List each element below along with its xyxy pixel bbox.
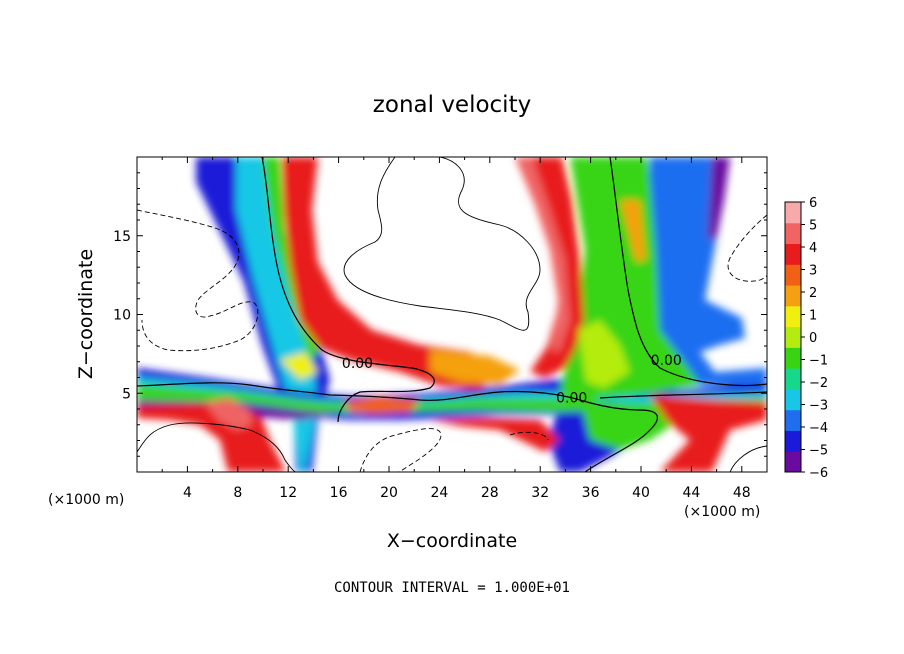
colorbar-label: −5 <box>809 444 828 459</box>
region-negative-right-column <box>645 157 767 385</box>
contour-negative-lower-center <box>359 428 442 472</box>
x-tick-label: 44 <box>682 485 700 501</box>
x-tick-label: 28 <box>481 485 499 501</box>
colorbar-label: −4 <box>809 421 828 436</box>
colorbar-swatch <box>785 326 801 348</box>
colorbar-swatch <box>785 222 801 245</box>
colorbar: 6 5 4 3 2 1 0 −1 −2 −3 −4 −5 −6 <box>784 196 828 481</box>
contour-zero-band <box>137 382 658 472</box>
colorbar-label: 5 <box>809 219 817 234</box>
y-tick-label: 10 <box>113 308 131 324</box>
contour-positive-upper-loop <box>343 157 541 331</box>
contour-zero-left <box>261 157 435 423</box>
y-axis-label: Z−coordinate <box>75 249 97 379</box>
contour-label: 0.00 <box>651 353 682 369</box>
chart-title: zonal velocity <box>373 92 531 118</box>
colorbar-swatch <box>785 430 801 452</box>
colorbar-swatch <box>785 368 801 390</box>
x-tick-label: 8 <box>233 485 242 501</box>
region-orange-right <box>620 200 646 262</box>
x-tick-label: 12 <box>279 485 297 501</box>
colorbar-label: 4 <box>809 241 817 256</box>
x-axis-unit-left: (×1000 m) <box>48 492 124 508</box>
y-axis-ticks: 5 10 15 <box>113 172 767 457</box>
region-positive-mid-upper <box>430 350 520 385</box>
x-tick-label: 20 <box>380 485 398 501</box>
contour-zero-right <box>609 157 767 387</box>
velocity-field <box>137 157 767 472</box>
colorbar-label: −2 <box>809 376 828 391</box>
x-axis-label: X−coordinate <box>387 530 517 552</box>
x-tick-label: 4 <box>183 485 192 501</box>
contour-positive-lower-left-loop <box>137 422 297 472</box>
contour-zero-sweep <box>599 391 767 399</box>
colorbar-label: −1 <box>809 354 828 369</box>
region-yellow-left <box>280 352 318 380</box>
region-negative-right-column-deep <box>708 157 730 240</box>
colorbar-swatch <box>785 388 801 411</box>
contour-negative-right-upper <box>727 214 767 282</box>
x-axis-ticks: 4 8 12 16 20 24 28 32 36 40 44 48 <box>161 157 751 501</box>
region-positive-center-column-pink <box>515 157 570 352</box>
colorbar-label: 1 <box>809 309 817 324</box>
region-positive-mid-band <box>345 396 420 414</box>
x-tick-label: 24 <box>430 485 448 501</box>
colorbar-swatch <box>785 305 801 328</box>
colorbar-swatch <box>785 451 801 473</box>
contour-labels: 0.00 0.00 0.00 <box>342 353 682 407</box>
colorbar-label: −6 <box>809 466 828 481</box>
x-tick-label: 48 <box>733 485 751 501</box>
colorbar-label: −3 <box>809 399 828 414</box>
colorbar-swatch <box>785 285 801 307</box>
x-tick-label: 32 <box>531 485 549 501</box>
region-positive-loop <box>205 398 252 430</box>
region-positive-lower-center <box>430 418 560 452</box>
x-tick-label: 36 <box>582 485 600 501</box>
contour-interval-footer: CONTOUR INTERVAL = 1.000E+01 <box>334 580 570 596</box>
colorbar-label: 0 <box>809 331 817 346</box>
y-tick-label: 5 <box>122 386 131 402</box>
x-axis-unit-right: (×1000 m) <box>684 504 760 520</box>
colorbar-label: 3 <box>809 264 817 279</box>
contour-label: 0.00 <box>556 391 587 407</box>
colorbar-label: 2 <box>809 286 817 301</box>
contour-negative-lower-center2 <box>509 431 549 441</box>
colorbar-swatch <box>785 202 801 224</box>
x-tick-label: 16 <box>330 485 348 501</box>
y-tick-label: 15 <box>113 229 131 245</box>
region-positive-left-column <box>282 157 500 390</box>
colorbar-swatch <box>785 347 801 369</box>
x-tick-label: 40 <box>632 485 650 501</box>
contour-negative-left-upper <box>137 209 259 352</box>
region-yellow-center <box>578 320 630 388</box>
contour-positive-lower-right-loop <box>729 445 767 472</box>
region-positive-lower-right <box>650 395 767 472</box>
colorbar-label: 6 <box>809 196 817 211</box>
contour-label: 0.00 <box>342 356 373 372</box>
colorbar-swatch <box>785 409 801 431</box>
colorbar-swatch <box>785 264 801 286</box>
colorbar-swatch <box>785 243 801 265</box>
